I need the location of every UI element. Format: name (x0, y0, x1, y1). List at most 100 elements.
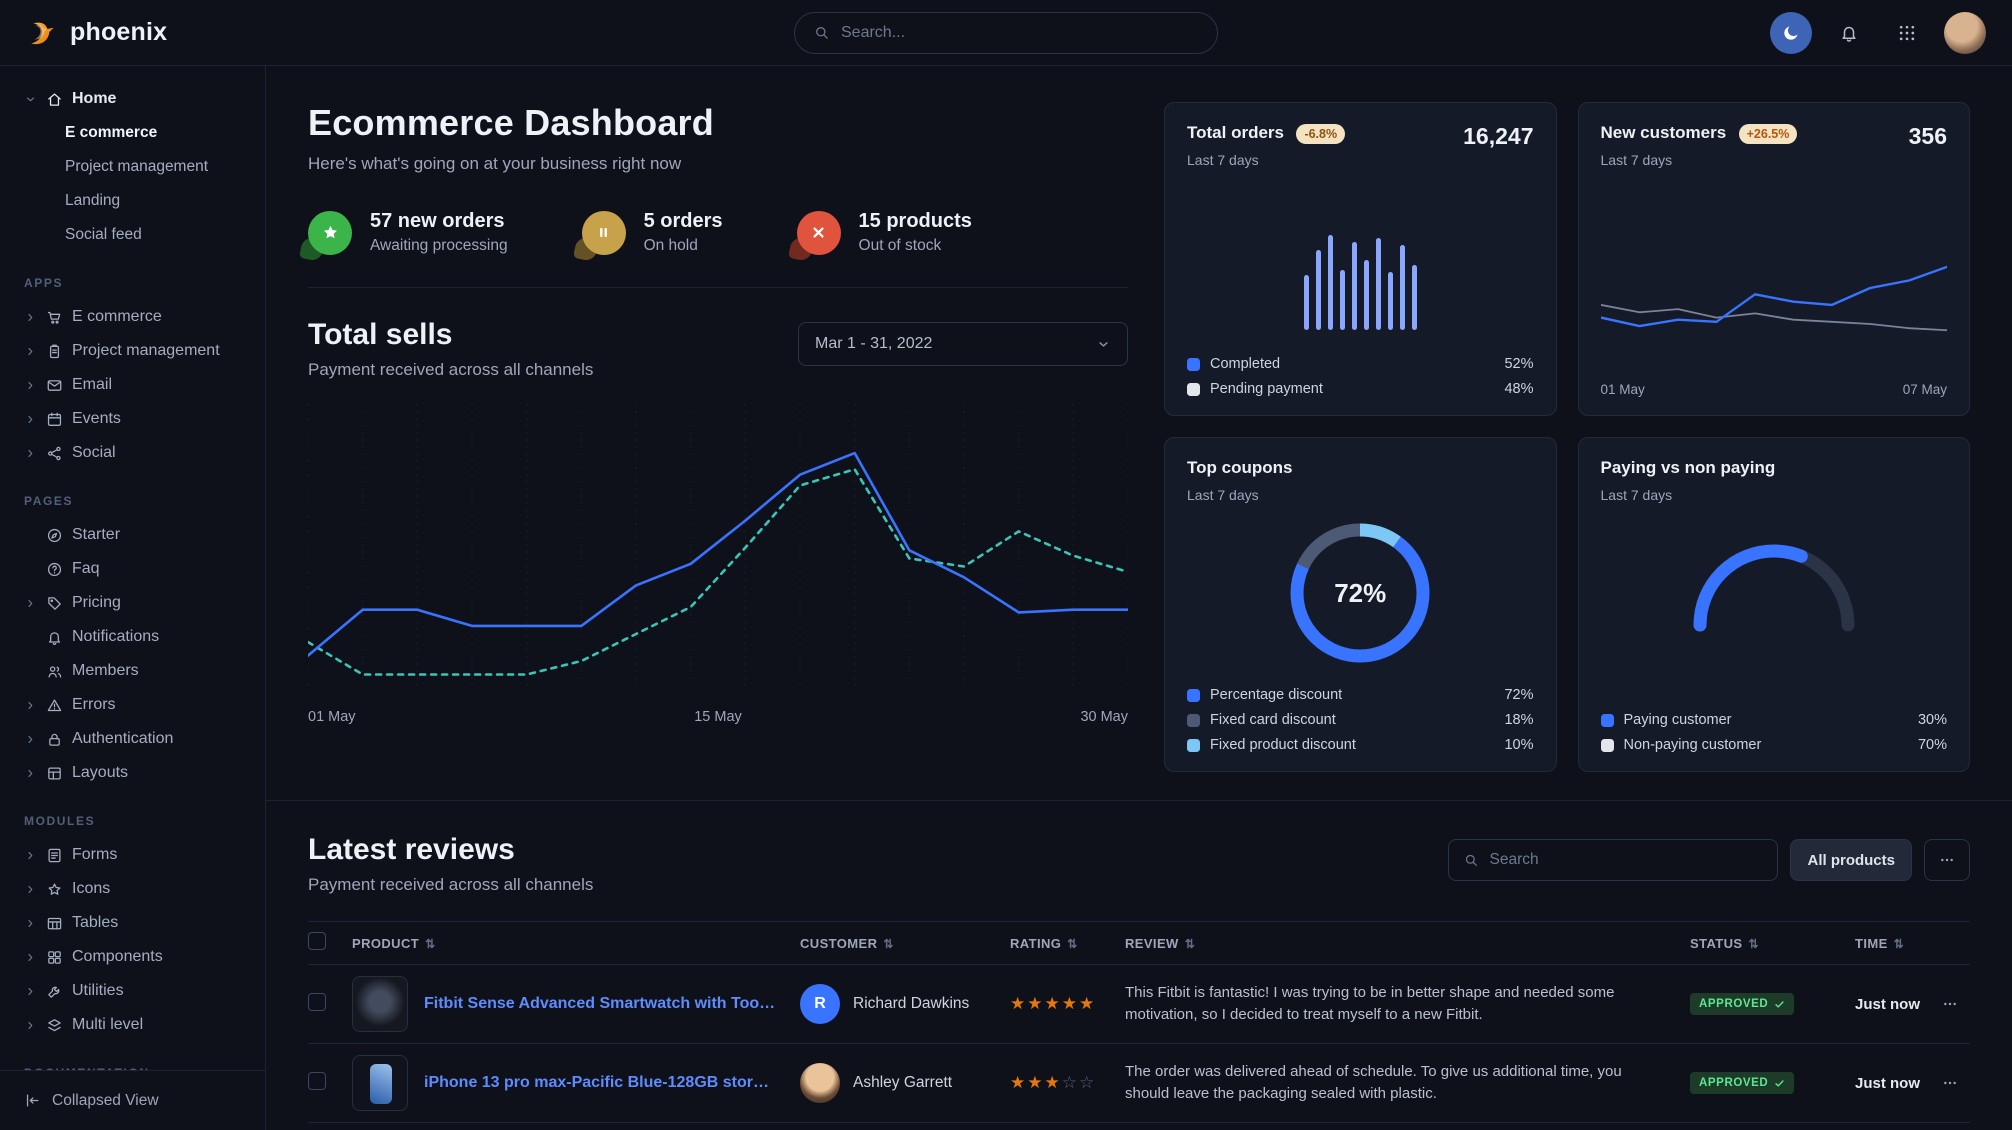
bar (1315, 250, 1321, 330)
new-customers-line-chart (1600, 265, 1947, 332)
legend-chip (1187, 357, 1200, 371)
legend-item-non-paying-customer: Non-paying customer 70% (1600, 737, 1947, 753)
theme-toggle-button[interactable] (1770, 11, 1812, 54)
total-sells-line-chart (306, 404, 1130, 688)
chevR-icon (24, 447, 37, 460)
bar (1339, 270, 1345, 330)
sidebar-item-events[interactable]: Events (18, 402, 247, 436)
sidebar-item-home[interactable]: Home (18, 82, 247, 116)
chevR-icon (24, 1019, 37, 1032)
user-avatar[interactable] (1944, 11, 1986, 54)
bell-icon (46, 629, 63, 646)
reviews-search[interactable] (1448, 839, 1779, 881)
legend-label: Fixed product discount (1210, 737, 1356, 753)
review-text: This Fitbit is fantastic! I was trying t… (1125, 984, 1615, 1023)
sidebar-section-label-documentation: DOCUMENTATION (24, 1066, 247, 1070)
sort-icon: ⇅ (1748, 936, 1759, 951)
sort-icon: ⇅ (1184, 936, 1196, 951)
sidebar-item-e-commerce[interactable]: E commerce (18, 300, 247, 334)
column-header-rating[interactable]: RATING ⇅ (1010, 935, 1078, 951)
sidebar-item-components[interactable]: Components (18, 940, 247, 974)
row-actions-button[interactable] (1935, 1068, 1965, 1098)
sidebar-item-errors[interactable]: Errors (18, 688, 247, 722)
column-header-time[interactable]: TIME ⇅ (1855, 935, 1905, 951)
legend-chip (1600, 738, 1614, 752)
row-checkbox[interactable] (308, 992, 326, 1011)
sidebar-item-layouts[interactable]: Layouts (18, 756, 247, 790)
review-row-3: It's a Mac, after all. Once you've gone … (308, 1123, 1970, 1130)
sidebar-item-multi-level[interactable]: Multi level (18, 1008, 247, 1042)
row-actions-button[interactable] (1935, 989, 1965, 1019)
sidebar-item-social[interactable]: Social (18, 436, 247, 470)
row-checkbox[interactable] (308, 1071, 326, 1090)
sidebar-item-email[interactable]: Email (18, 368, 247, 402)
change-badge: +26.5% (1738, 124, 1798, 144)
column-header-product[interactable]: PRODUCT ⇅ (352, 935, 436, 951)
legend-item-paying-customer: Paying customer 30% (1600, 712, 1947, 728)
product-link[interactable]: iPhone 13 pro max-Pacific Blue-128GB sto… (424, 1074, 776, 1091)
rating-stars: ★★★★★ (1010, 994, 1097, 1013)
sidebar-item-forms[interactable]: Forms (18, 838, 247, 872)
reviews-toolbar: All products (1448, 839, 1970, 881)
sidebar-subitem-landing[interactable]: Landing (65, 192, 121, 209)
reviews-search-input[interactable] (1489, 851, 1764, 869)
column-header-customer[interactable]: CUSTOMER ⇅ (800, 935, 894, 951)
review-row-2: iPhone 13 pro max-Pacific Blue-128GB sto… (308, 1044, 1970, 1123)
all-products-filter-button[interactable]: All products (1790, 839, 1912, 881)
compass-icon (46, 527, 63, 544)
select-all-checkbox[interactable] (308, 931, 326, 950)
sidebar-section-label-apps: APPS (24, 276, 64, 290)
brand[interactable]: phoenix (26, 16, 266, 50)
sort-icon: ⇅ (425, 936, 436, 951)
customer-name: Richard Dawkins (853, 995, 970, 1012)
total-orders-bar-chart (1187, 168, 1534, 356)
apps-menu-button[interactable] (1886, 12, 1928, 54)
legend-chip (1187, 738, 1200, 752)
stat-15-products: 15 products Out of stock (796, 210, 972, 255)
page-subtitle: Here's what's going on at your business … (308, 154, 682, 173)
legend-label: Non-paying customer (1623, 737, 1762, 753)
collapse-sidebar-button[interactable]: Collapsed View (0, 1070, 265, 1130)
legend-item-fixed-product-discount: Fixed product discount 10% (1187, 737, 1534, 753)
column-header-review[interactable]: REVIEW ⇅ (1125, 935, 1196, 951)
sidebar-subitem-social-feed[interactable]: Social feed (65, 226, 142, 243)
collapse-icon (24, 1092, 41, 1109)
card-top-coupons: Top coupons Last 7 days 72% Percentage d… (1164, 437, 1557, 772)
sidebar-item-starter[interactable]: Starter (18, 518, 247, 552)
clipboard-icon (46, 343, 63, 360)
bar (1375, 238, 1381, 330)
reviews-title: Latest reviews (308, 833, 515, 866)
date-range-select[interactable]: Mar 1 - 31, 2022 (798, 322, 1128, 366)
global-search[interactable] (794, 11, 1218, 54)
reviews-table-header: PRODUCT ⇅ CUSTOMER ⇅ RATING ⇅ REVIEW ⇅ STATUS ⇅ TI… (308, 921, 1970, 965)
sidebar-item-pricing[interactable]: Pricing (18, 586, 247, 620)
sidebar-item-authentication[interactable]: Authentication (18, 722, 247, 756)
product-link[interactable]: Fitbit Sense Advanced Smartwatch with To… (424, 995, 776, 1012)
chevR-icon (24, 345, 37, 358)
notifications-button[interactable] (1828, 12, 1870, 54)
sidebar-item-utilities[interactable]: Utilities (18, 974, 247, 1008)
sidebar-item-icons[interactable]: Icons (18, 872, 247, 906)
column-header-status[interactable]: STATUS ⇅ (1690, 935, 1759, 951)
main-content: Ecommerce Dashboard Here's what's going … (266, 66, 2012, 1130)
legend-item-fixed-card-discount: Fixed card discount 18% (1187, 712, 1534, 728)
kpi-cards-grid: Total orders -6.8% Last 7 days 16,247 Co… (1164, 102, 1970, 772)
stat-value: 5 orders (643, 210, 723, 232)
sidebar-item-project-management[interactable]: Project management (18, 334, 247, 368)
users-icon (46, 663, 63, 680)
sidebar-subitem-e-commerce[interactable]: E commerce (65, 124, 158, 141)
sidebar-item-tables[interactable]: Tables (18, 906, 247, 940)
review-time: Just now (1855, 995, 1921, 1013)
change-badge: -6.8% (1296, 124, 1346, 144)
sidebar-subitem-project-management[interactable]: Project management (65, 158, 209, 175)
sidebar-item-members[interactable]: Members (18, 654, 247, 688)
top-coupons-donut-chart: 72% (1282, 515, 1438, 671)
sidebar-item-faq[interactable]: Faq (18, 552, 247, 586)
question-icon (46, 561, 63, 578)
reviews-more-button[interactable] (1924, 839, 1970, 881)
sidebar-item-notifications[interactable]: Notifications (18, 620, 247, 654)
top-coupons-legend: Percentage discount 72% Fixed card discoun… (1187, 687, 1534, 753)
global-search-input[interactable] (841, 23, 1199, 42)
dots-icon (1942, 1075, 1958, 1091)
legend-value: 30% (1917, 712, 1947, 728)
